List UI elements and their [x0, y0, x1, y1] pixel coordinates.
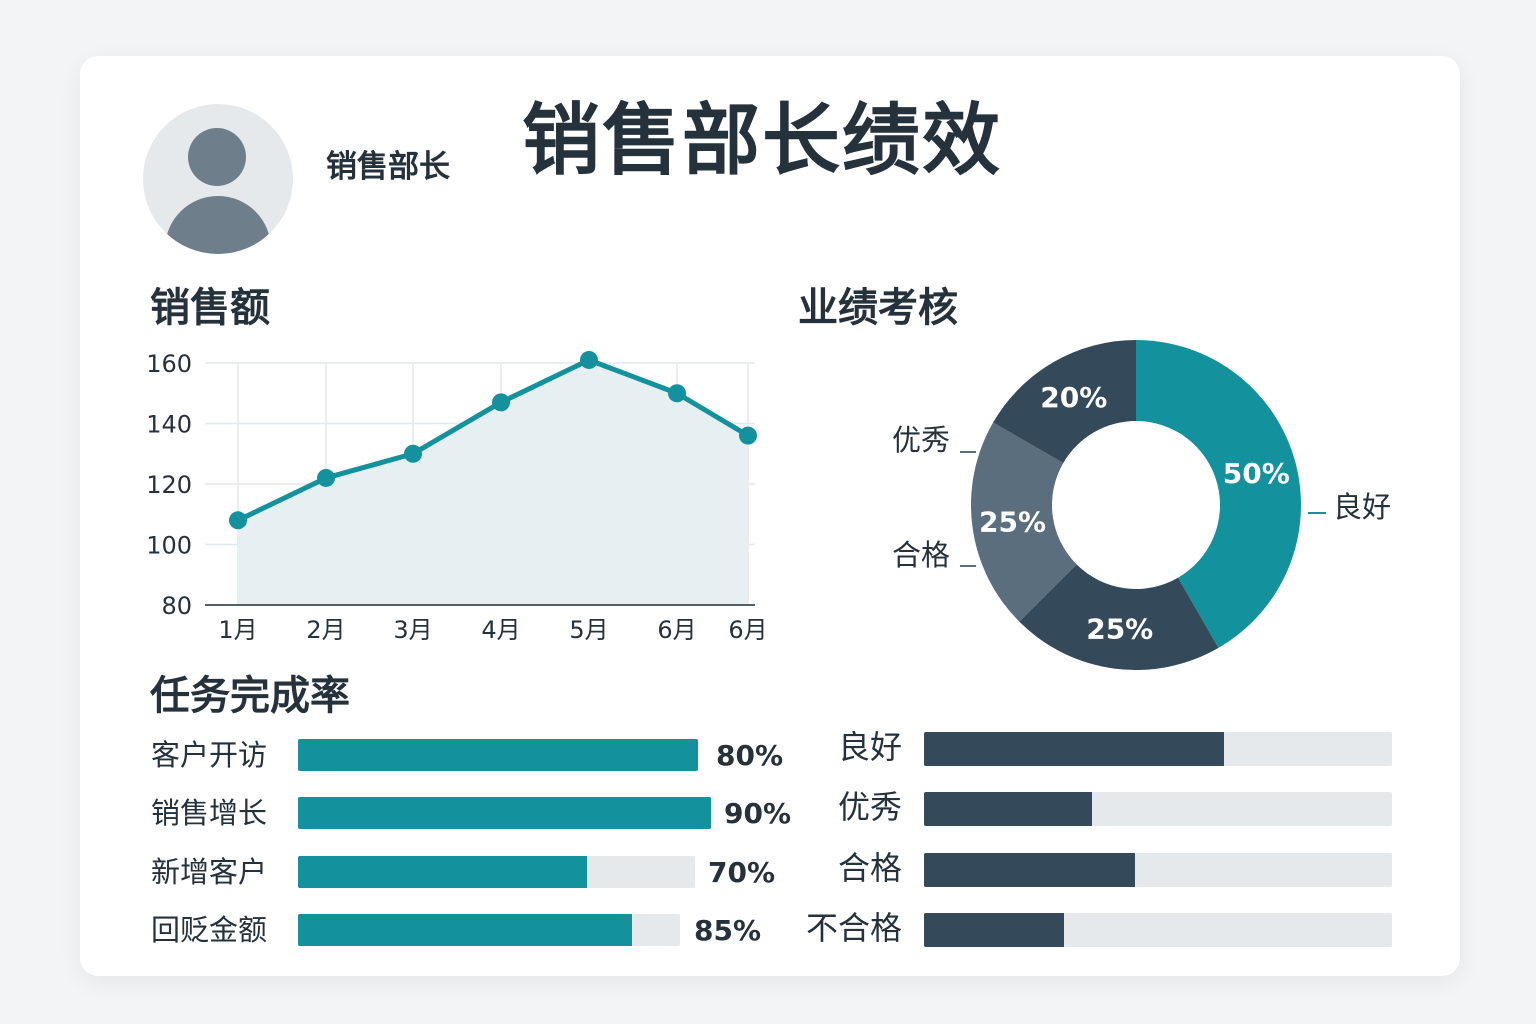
sales-point	[404, 444, 422, 463]
sales-line-chart: 80 100 120 140 160 1月 2月 3月 4月 5月 6月 6月	[146, 350, 767, 644]
donut-value-label: 20%	[1040, 381, 1107, 414]
grade-bar-fill	[924, 792, 1092, 826]
role-label: 销售部长	[326, 149, 450, 185]
task-bar-track	[298, 914, 680, 946]
x-tick-label: 4月	[481, 616, 520, 644]
avatar	[143, 104, 293, 254]
page-title: 销售部长绩效	[522, 96, 1003, 186]
donut-category-label: 优秀	[892, 423, 950, 457]
task-label: 客户开访	[151, 738, 268, 772]
donut-category-label: 合格	[892, 538, 950, 572]
donut-slice	[1136, 340, 1301, 648]
task-percent-label: 70%	[708, 856, 776, 889]
grade-label: 优秀	[837, 788, 902, 826]
task-bar-fill	[298, 914, 632, 946]
task-bar-fill	[298, 797, 711, 829]
x-tick-label: 6月	[728, 616, 767, 644]
task-percent-label: 90%	[724, 797, 792, 830]
task-bar-track	[298, 856, 695, 888]
task-bar-fill	[298, 856, 587, 888]
sales-area	[238, 359, 748, 605]
grade-bar-track	[924, 853, 1392, 887]
review-section-title: 业绩考核	[798, 285, 958, 331]
donut-value-label: 25%	[979, 505, 1046, 538]
task-bar-track	[298, 797, 711, 829]
sales-point	[739, 426, 757, 445]
sales-point	[580, 350, 598, 369]
y-tick-label: 100	[146, 532, 192, 560]
x-tick-label: 3月	[393, 616, 432, 644]
donut-slice	[993, 340, 1136, 463]
task-bar-fill	[298, 739, 698, 771]
grade-label: 良好	[837, 728, 902, 766]
x-tick-label: 6月	[657, 616, 696, 644]
grade-label: 不合格	[805, 909, 902, 947]
task-bar-track	[298, 739, 698, 771]
y-tick-label: 120	[146, 471, 192, 499]
tasks-section-title: 任务完成率	[150, 673, 350, 719]
task-percent-label: 80%	[716, 739, 784, 772]
y-tick-label: 160	[146, 350, 192, 378]
task-label: 销售增长	[151, 796, 268, 830]
donut-value-label: 50%	[1223, 457, 1290, 490]
avatar-body-icon	[165, 196, 271, 254]
donut-category-label: 良好	[1333, 490, 1391, 524]
sales-point	[668, 384, 686, 403]
sales-point	[492, 393, 510, 412]
grade-bar-fill	[924, 913, 1064, 947]
grade-bar-fill	[924, 853, 1135, 887]
x-tick-label: 5月	[569, 616, 608, 644]
grade-label: 合格	[837, 849, 902, 887]
y-tick-label: 80	[161, 592, 192, 620]
donut-value-label: 25%	[1086, 612, 1153, 645]
sales-section-title: 销售额	[150, 285, 270, 331]
task-label: 回贬金额	[151, 913, 268, 947]
sales-point	[229, 511, 247, 530]
y-tick-label: 140	[146, 411, 192, 439]
grade-bar-track	[924, 913, 1392, 947]
task-percent-label: 85%	[694, 914, 762, 947]
sales-point	[317, 468, 335, 487]
avatar-head-icon	[188, 128, 246, 186]
donut-slice	[971, 422, 1077, 622]
grade-bar-track	[924, 792, 1392, 826]
grade-bar-track	[924, 732, 1392, 766]
grade-bar-fill	[924, 732, 1224, 766]
x-tick-label: 2月	[306, 616, 345, 644]
task-label: 新增客户	[151, 855, 268, 889]
x-tick-label: 1月	[218, 616, 257, 644]
donut-slice	[1019, 564, 1219, 670]
